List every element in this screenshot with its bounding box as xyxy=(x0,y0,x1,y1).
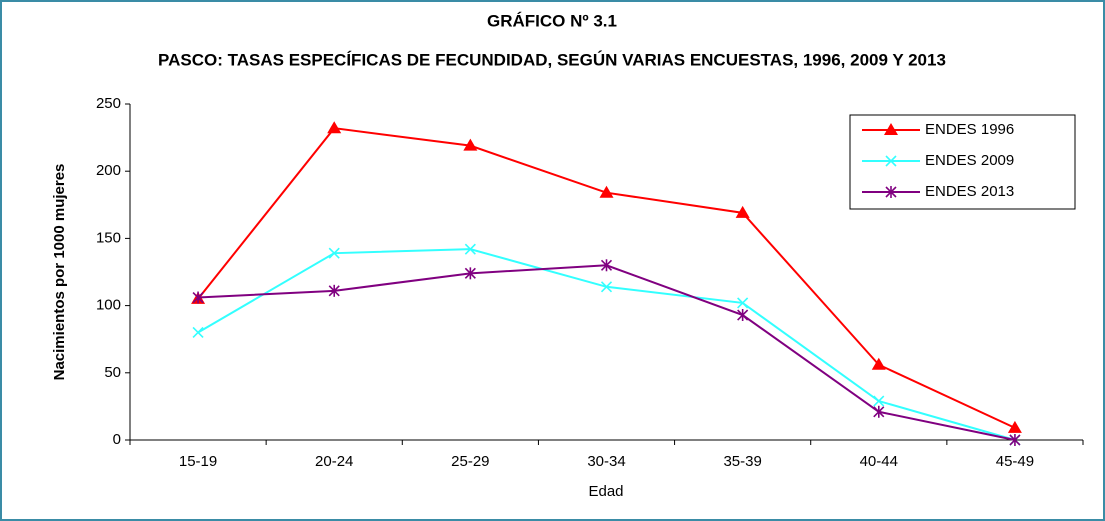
legend-marker xyxy=(885,186,897,198)
x-tick-label: 30-34 xyxy=(587,453,625,470)
x-tick-label: 35-39 xyxy=(723,453,761,470)
y-tick-label: 150 xyxy=(96,229,121,246)
point xyxy=(192,291,204,304)
point xyxy=(464,267,476,280)
legend-label: ENDES 2009 xyxy=(925,152,1014,169)
x-tick-label: 20-24 xyxy=(315,453,353,470)
legend-label: ENDES 1996 xyxy=(925,121,1014,138)
y-tick-label: 250 xyxy=(96,95,121,112)
point xyxy=(463,138,478,151)
marker-stroke xyxy=(328,247,340,259)
point xyxy=(600,259,613,272)
x-tick-label: 15-19 xyxy=(179,453,217,470)
point xyxy=(328,247,340,259)
marker-shape xyxy=(871,357,886,370)
marker-shape xyxy=(327,121,342,134)
y-tick-label: 50 xyxy=(104,364,121,381)
marker-shape xyxy=(884,123,898,135)
y-tick-label: 200 xyxy=(96,162,121,179)
point xyxy=(737,309,749,322)
chart-title: GRÁFICO Nº 3.1 xyxy=(487,11,617,30)
point xyxy=(599,185,614,198)
chart-subtitle: PASCO: TASAS ESPECÍFICAS DE FECUNDIDAD, … xyxy=(158,50,946,69)
marker-stroke xyxy=(600,281,613,293)
x-tick-label: 45-49 xyxy=(996,453,1034,470)
legend-label: ENDES 2013 xyxy=(925,183,1014,200)
y-tick-label: 0 xyxy=(113,431,121,448)
point xyxy=(600,281,613,293)
point xyxy=(873,405,885,418)
legend-marker xyxy=(884,123,898,135)
point xyxy=(1009,434,1021,446)
point xyxy=(871,357,886,370)
point xyxy=(873,395,885,407)
marker-stroke xyxy=(737,297,749,309)
legend-marker xyxy=(885,155,897,167)
x-axis-label: Edad xyxy=(588,483,623,500)
marker-stroke xyxy=(885,155,897,167)
marker-shape xyxy=(735,205,750,218)
marker-stroke xyxy=(192,326,204,339)
point xyxy=(328,284,340,297)
y-axis-label: Nacimientos por 1000 mujeres xyxy=(51,164,68,381)
marker-stroke xyxy=(873,395,885,407)
point xyxy=(737,297,749,309)
marker-stroke xyxy=(464,243,476,255)
point xyxy=(735,205,750,218)
x-tick-label: 25-29 xyxy=(451,453,489,470)
marker-shape xyxy=(1007,420,1022,433)
point xyxy=(1007,420,1022,433)
point xyxy=(192,326,204,339)
marker-shape xyxy=(599,185,614,198)
marker-shape xyxy=(463,138,478,151)
point xyxy=(464,243,476,255)
y-tick-label: 100 xyxy=(96,297,121,314)
x-tick-label: 40-44 xyxy=(860,453,898,470)
point xyxy=(327,121,342,134)
